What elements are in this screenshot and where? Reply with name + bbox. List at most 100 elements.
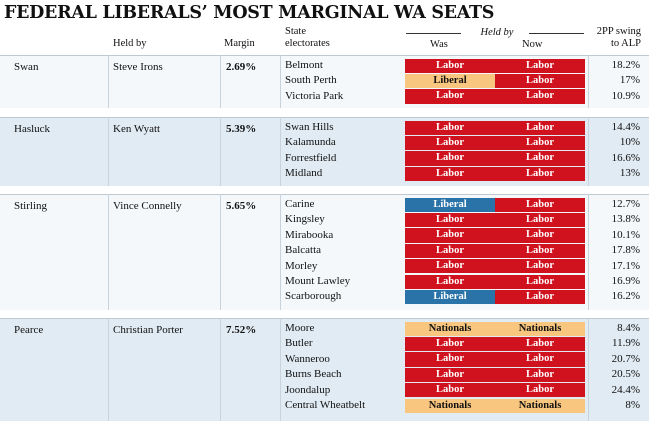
was-party-cell: Nationals: [405, 398, 495, 413]
was-party-cell: Labor: [405, 166, 495, 182]
group-divider: [0, 318, 649, 319]
now-party-cell: Labor: [495, 336, 585, 352]
column-divider: [108, 318, 109, 421]
table-row: Wanneroo Labor Labor 20.7%: [0, 352, 649, 367]
seat-margin: 5.65%: [226, 200, 257, 212]
table-row: Moore Nationals Nationals 8.4%: [0, 321, 649, 336]
now-party-cell: Labor: [495, 197, 585, 212]
swing-value: 24.4%: [611, 383, 640, 396]
table-row: Central Wheatbelt Nationals Nationals 8%: [0, 398, 649, 413]
seat-margin: 7.52%: [226, 324, 257, 336]
table-row: Swan Hills Labor Labor 14.4%: [0, 120, 649, 135]
header-held-by-group: Held by: [404, 27, 590, 39]
swing-value: 10.1%: [611, 228, 640, 241]
header-now: Now: [522, 39, 543, 50]
seat-margin: 5.39%: [226, 123, 257, 135]
header-held-by: Held by: [113, 38, 147, 49]
column-divider: [588, 55, 589, 108]
swing-value: 13%: [619, 167, 640, 180]
column-divider: [220, 55, 221, 108]
swing-value: 11.9%: [611, 337, 640, 350]
table-row: Morley Labor Labor 17.1%: [0, 259, 649, 274]
electorate-name: Morley: [285, 259, 318, 272]
electorate-name: Belmont: [285, 59, 323, 71]
swing-value: 20.7%: [611, 352, 640, 365]
swing-value: 17.1%: [611, 259, 640, 272]
table-row: Belmont Labor Labor 18.2%: [0, 58, 649, 73]
seat-name: Pearce: [14, 324, 44, 336]
electorate-name: Wanneroo: [285, 352, 330, 365]
electorate-name: Mount Lawley: [285, 275, 351, 287]
table-row: Kalamunda Labor Labor 10%: [0, 135, 649, 151]
seat-group: Hasluck Ken Wyatt 5.39% Swan Hills Labor Labo…: [0, 117, 649, 186]
table-row: Scarborough Liberal Labor 16.2%: [0, 289, 649, 305]
was-party-cell: Liberal: [405, 289, 495, 305]
header-swing-line2: to ALP: [610, 38, 641, 49]
now-party-cell: Labor: [495, 89, 585, 104]
now-party-cell: Labor: [495, 352, 585, 367]
swing-value: 16.2%: [611, 290, 640, 303]
was-party-cell: Labor: [405, 212, 495, 228]
swing-value: 17.8%: [611, 244, 640, 257]
group-divider: [0, 194, 649, 195]
seat-member: Christian Porter: [113, 324, 183, 336]
column-divider: [108, 194, 109, 310]
table-row: Carine Liberal Labor 12.7%: [0, 197, 649, 212]
table-row: Victoria Park Labor Labor 10.9%: [0, 89, 649, 104]
seat-name: Stirling: [14, 200, 48, 212]
was-party-cell: Labor: [405, 367, 495, 383]
was-party-cell: Labor: [405, 135, 495, 151]
now-party-cell: Nationals: [495, 321, 585, 336]
swing-value: 20.5%: [611, 368, 640, 381]
electorate-name: Carine: [285, 198, 315, 210]
seat-group: Stirling Vince Connelly 5.65% Carine Liberal…: [0, 194, 649, 310]
electorate-name: Kalamunda: [285, 136, 336, 149]
table-row: South Perth Liberal Labor 17%: [0, 73, 649, 89]
seat-member: Vince Connelly: [113, 200, 182, 212]
table-row: Joondalup Labor Labor 24.4%: [0, 383, 649, 398]
electorate-name: Kingsley: [285, 213, 325, 226]
column-divider: [108, 117, 109, 186]
header-state-line1: State: [285, 26, 306, 37]
column-divider: [108, 55, 109, 108]
was-party-cell: Labor: [405, 120, 495, 135]
header-state-electorates: State electorates: [285, 26, 330, 50]
was-party-cell: Labor: [405, 151, 495, 166]
was-party-cell: Nationals: [405, 321, 495, 336]
header-margin: Margin: [224, 38, 255, 49]
header-state-line2: electorates: [285, 38, 330, 49]
header-was: Was: [430, 39, 448, 50]
electorate-name: Joondalup: [285, 383, 331, 396]
group-divider: [0, 55, 649, 56]
now-party-cell: Labor: [495, 383, 585, 398]
now-party-cell: Labor: [495, 151, 585, 166]
electorate-name: Midland: [285, 167, 323, 180]
held-by-rule-left: [406, 33, 461, 34]
column-divider: [220, 117, 221, 186]
table-row: Midland Labor Labor 13%: [0, 166, 649, 182]
column-divider: [220, 318, 221, 421]
swing-value: 18.2%: [611, 59, 640, 71]
column-divider: [588, 194, 589, 310]
electorate-name: Scarborough: [285, 290, 342, 303]
was-party-cell: Labor: [405, 352, 495, 367]
table-row: Balcatta Labor Labor 17.8%: [0, 243, 649, 259]
swing-value: 16.6%: [611, 151, 640, 164]
swing-value: 17%: [619, 74, 640, 87]
was-party-cell: Liberal: [405, 197, 495, 212]
was-party-cell: Labor: [405, 58, 495, 73]
column-divider: [280, 55, 281, 108]
swing-value: 12.7%: [611, 198, 640, 210]
column-divider: [280, 318, 281, 421]
now-party-cell: Nationals: [495, 398, 585, 413]
was-party-cell: Labor: [405, 274, 495, 289]
group-divider: [0, 117, 649, 118]
was-party-cell: Labor: [405, 336, 495, 352]
electorate-name: Burns Beach: [285, 368, 342, 381]
column-divider: [220, 194, 221, 310]
table-row: Mirabooka Labor Labor 10.1%: [0, 228, 649, 243]
electorate-name: Moore: [285, 322, 315, 334]
seat-name: Swan: [14, 61, 39, 73]
was-party-cell: Labor: [405, 383, 495, 398]
seat-member: Ken Wyatt: [113, 123, 161, 135]
